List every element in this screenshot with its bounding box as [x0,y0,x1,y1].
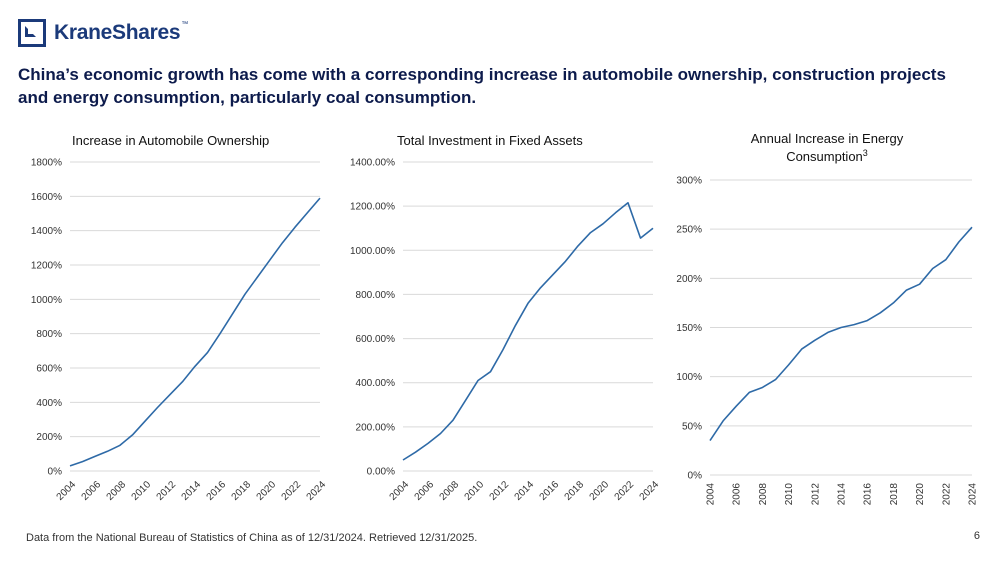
x-tick-label: 2008 [758,483,769,506]
x-tick-label: 2016 [538,479,562,503]
x-tick-label: 2018 [889,483,900,506]
page-headline: China’s economic growth has come with a … [18,65,946,107]
y-tick-label: 1400% [31,226,62,237]
chart-title: Total Investment in Fixed Assets [397,133,583,148]
chart-automobile-ownership: Increase in Automobile Ownership 0% 200% 40… [31,133,329,503]
x-tick-label: 2014 [837,483,848,506]
series-line [709,226,973,442]
x-tick-label: 2022 [613,479,637,503]
x-tick-label: 2006 [80,479,104,503]
y-tick-label: 800% [36,329,62,340]
x-tick-label: 2018 [563,479,587,503]
x-tick-label: 2012 [810,483,821,506]
kraneshares-logo: KraneShares™ [18,16,188,50]
chart-title-line2: Consumption3 [786,148,868,164]
y-tick-label: 800.00% [356,290,396,301]
x-tick-label: 2022 [941,483,952,506]
series-line [69,197,321,467]
y-tick-label: 400.00% [356,378,396,389]
x-tick-label: 2012 [488,479,512,503]
x-tick-label: 2024 [638,479,662,503]
y-tick-label: 200% [36,432,62,443]
y-tick-label: 0.00% [367,467,395,478]
x-tick-label: 2022 [280,479,304,503]
y-tick-label: 1200% [31,261,62,272]
y-tick-label: 400% [36,398,62,409]
x-tick-label: 2006 [732,483,743,506]
page-number: 6 [973,530,980,542]
x-tick-label: 2020 [255,479,279,503]
y-tick-label: 600% [36,364,62,375]
x-tick-label: 2008 [105,479,129,503]
y-tick-label: 200.00% [356,422,396,433]
y-tick-label: 600.00% [356,334,396,345]
x-tick-label: 2004 [388,479,412,503]
footnote: Data from the National Bureau of Statist… [26,532,478,544]
x-tick-label: 2024 [968,483,979,506]
y-tick-label: 200% [676,274,702,285]
y-tick-label: 1400.00% [350,158,395,169]
x-tick-label: 2010 [130,479,154,503]
chart-title: Increase in Automobile Ownership [72,133,269,148]
x-tick-label: 2008 [438,479,462,503]
x-tick-label: 2014 [180,479,204,503]
x-tick-label: 2016 [205,479,229,503]
chart-title: Annual Increase in Energy [751,131,904,146]
x-tick-label: 2004 [706,483,717,506]
x-tick-label: 2014 [513,479,537,503]
y-tick-label: 0% [48,467,63,478]
x-tick-label: 2006 [413,479,437,503]
y-tick-label: 1800% [31,158,62,169]
x-tick-label: 2010 [463,479,487,503]
kraneshares-logo-mark [18,19,46,47]
y-tick-label: 1000.00% [350,246,395,257]
x-tick-label: 2016 [863,483,874,506]
x-tick-label: 2010 [784,483,795,506]
y-tick-label: 1000% [31,295,62,306]
y-tick-label: 1600% [31,192,62,203]
chart-fixed-asset-investment: Total Investment in Fixed Assets0.00%200… [350,133,662,503]
x-tick-label: 2012 [155,479,179,503]
brand-name: KraneShares™ [54,21,188,44]
y-tick-label: 1200.00% [350,202,395,213]
x-tick-label: 2020 [915,483,926,506]
series-line [402,202,654,461]
y-tick-label: 300% [676,176,702,187]
y-tick-label: 250% [676,225,702,236]
chart-energy-consumption: Annual Increase in Energy Consumption3 0% 5… [676,131,979,506]
y-tick-label: 0% [688,471,703,482]
x-tick-label: 2004 [55,479,79,503]
y-tick-label: 50% [682,421,702,432]
y-tick-label: 150% [676,323,702,334]
x-tick-label: 2024 [305,479,329,503]
y-tick-label: 100% [676,372,702,383]
x-tick-label: 2018 [230,479,254,503]
x-tick-label: 2020 [588,479,612,503]
